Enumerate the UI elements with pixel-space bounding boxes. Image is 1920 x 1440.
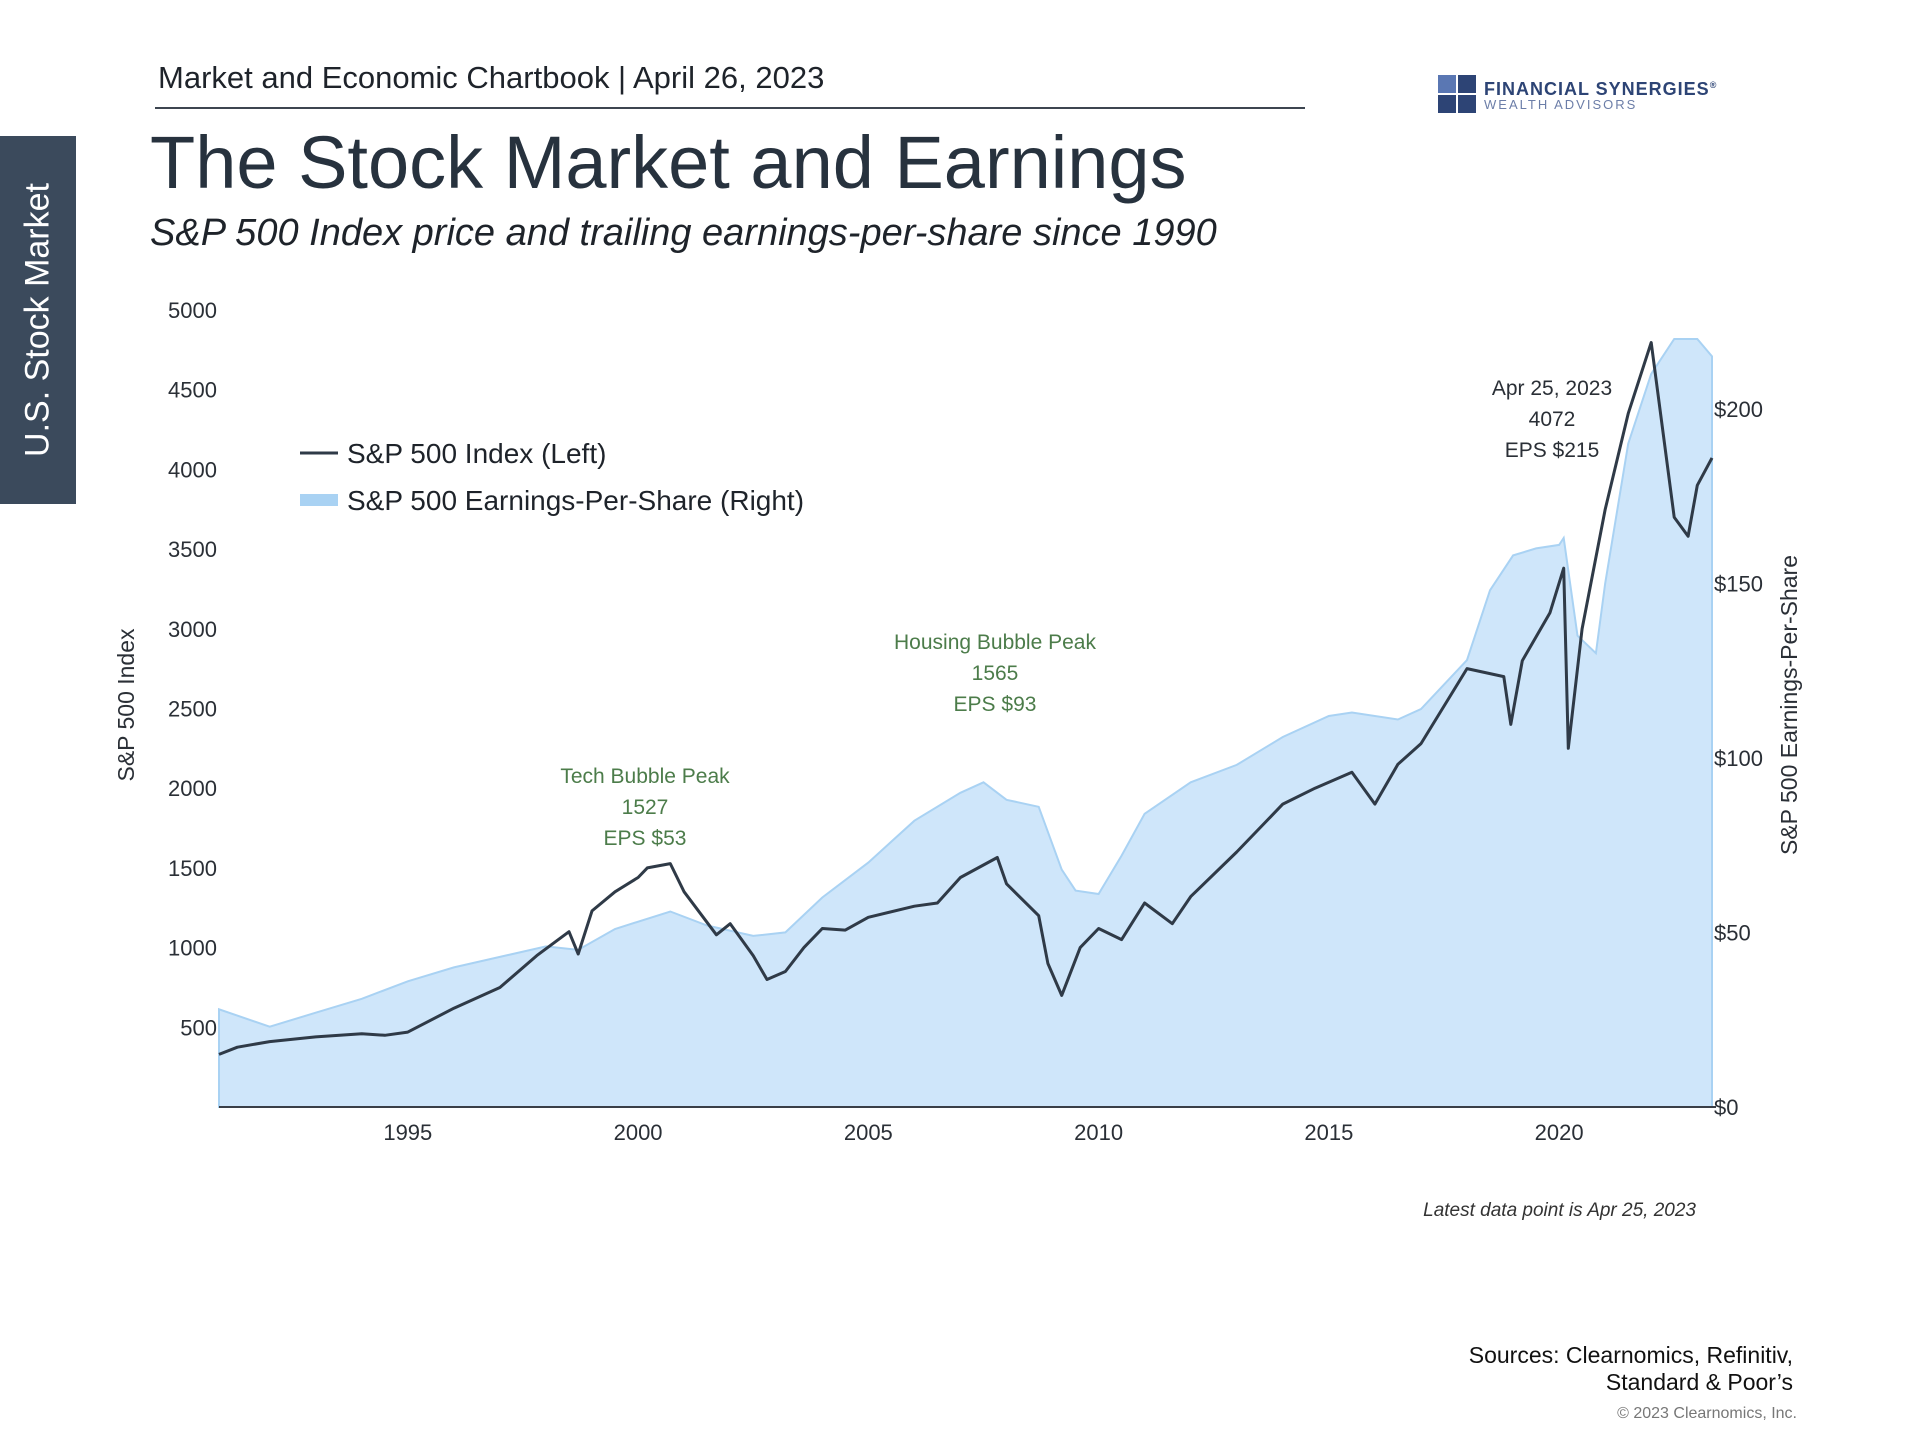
x-tick-label: 2005 <box>844 1120 893 1145</box>
annotation-value: 4072 <box>1529 408 1576 431</box>
y-tick-label: 4000 <box>168 457 217 482</box>
latest-data-note: Latest data point is Apr 25, 2023 <box>1423 1200 1696 1221</box>
eps-area-series <box>218 338 1713 1108</box>
annotation-latest: Apr 25, 2023 4072 EPS $215 <box>1492 377 1612 462</box>
annotation-label: Housing Bubble Peak <box>894 631 1096 654</box>
y2-tick-label: $150 <box>1714 571 1763 596</box>
y2-tick-label: $50 <box>1714 920 1751 945</box>
logo-registered-mark: ® <box>1709 80 1718 90</box>
y-tick-label: 1500 <box>168 856 217 881</box>
y-tick-label: 3000 <box>168 617 217 642</box>
annotation-housing-bubble: Housing Bubble Peak 1565 EPS $93 <box>894 631 1096 716</box>
company-logo: FINANCIAL SYNERGIES® WEALTH ADVISORS <box>1438 74 1717 114</box>
annotation-tech-bubble: Tech Bubble Peak 1527 EPS $53 <box>560 765 730 850</box>
sources-line1: Sources: Clearnomics, Refinitiv, <box>1468 1342 1793 1368</box>
y-tick-label: 2000 <box>168 776 217 801</box>
annotation-eps: EPS $215 <box>1505 439 1600 462</box>
logo-line1: FINANCIAL SYNERGIES <box>1484 79 1710 99</box>
y-tick-label: 2500 <box>168 697 217 722</box>
y-tick-label: 500 <box>180 1015 217 1040</box>
copyright: © 2023 Clearnomics, Inc. <box>1617 1405 1797 1422</box>
index-line-layer <box>218 341 1714 1056</box>
y2-tick-label: $200 <box>1714 397 1763 422</box>
logo-line2: WEALTH ADVISORS <box>1484 97 1638 112</box>
page-title: The Stock Market and Earnings <box>150 121 1187 204</box>
index-line-series <box>218 341 1714 1056</box>
page-subtitle: S&P 500 Index price and trailing earning… <box>150 212 1217 254</box>
legend-label-eps: S&P 500 Earnings-Per-Share (Right) <box>347 485 804 516</box>
y-tick-label: 4500 <box>168 378 217 403</box>
y-axis-left: 500 1000 1500 2000 2500 3000 3500 4000 4500 5000 <box>168 298 217 1040</box>
y2-tick-label: $0 <box>1714 1095 1738 1120</box>
header-divider <box>155 107 1305 109</box>
sources-note: Sources: Clearnomics, Refinitiv, Standar… <box>1469 1342 1793 1396</box>
annotation-value: 1527 <box>622 796 669 819</box>
y-tick-label: 1000 <box>168 936 217 961</box>
y-axis-title: S&P 500 Index <box>113 628 139 782</box>
sources-line2: Standard & Poor’s <box>1605 1369 1793 1395</box>
eps-area-layer <box>218 338 1713 1108</box>
annotation-value: 1565 <box>972 662 1019 685</box>
legend-area-swatch <box>300 494 338 506</box>
x-tick-label: 2010 <box>1074 1120 1123 1145</box>
x-tick-label: 2015 <box>1304 1120 1353 1145</box>
legend: S&P 500 Index (Left) S&P 500 Earnings-Pe… <box>300 438 804 516</box>
y-axis-right: $0 $50 $100 $150 $200 <box>1714 397 1763 1120</box>
annotation-eps: EPS $53 <box>604 827 687 850</box>
y2-axis-title: S&P 500 Earnings-Per-Share <box>1776 555 1802 855</box>
annotation-eps: EPS $93 <box>954 693 1037 716</box>
x-axis: 1995 2000 2005 2010 2015 2020 <box>383 1120 1583 1145</box>
x-tick-label: 2020 <box>1535 1120 1584 1145</box>
y-tick-label: 3500 <box>168 537 217 562</box>
annotation-label: Tech Bubble Peak <box>560 765 730 788</box>
annotation-label: Apr 25, 2023 <box>1492 377 1612 400</box>
chartbook-header: Market and Economic Chartbook | April 26… <box>158 60 825 95</box>
x-tick-label: 1995 <box>383 1120 432 1145</box>
y-tick-label: 5000 <box>168 298 217 323</box>
side-section-tab: U.S. Stock Market <box>0 136 76 504</box>
x-tick-label: 2000 <box>614 1120 663 1145</box>
logo-icon <box>1438 75 1476 113</box>
legend-label-index: S&P 500 Index (Left) <box>347 438 606 469</box>
y2-tick-label: $100 <box>1714 746 1763 771</box>
